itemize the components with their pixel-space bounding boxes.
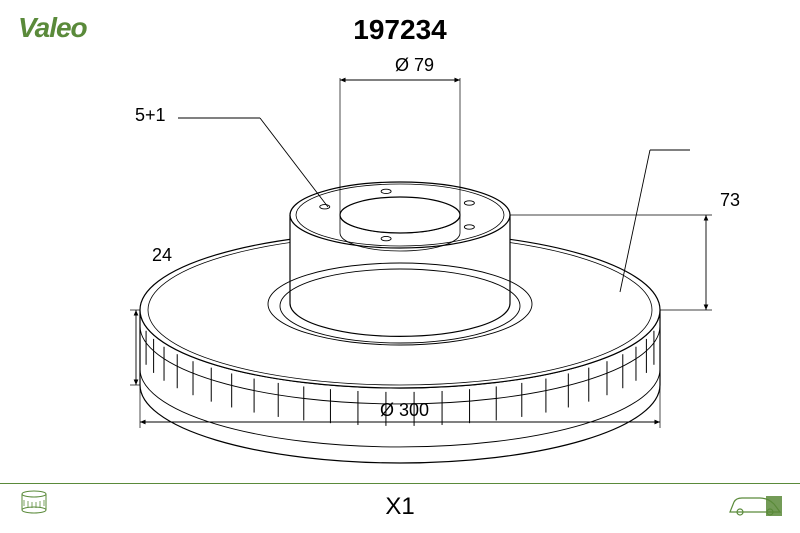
outer-diameter-label: Ø 300 <box>380 400 429 421</box>
bore-diameter-label: Ø 79 <box>395 55 434 76</box>
bolt-pattern-label: 5+1 <box>135 105 166 126</box>
footer-bar: X1 <box>0 483 800 533</box>
quantity-label: X1 <box>385 493 414 521</box>
car-icon <box>728 494 782 523</box>
disc-side-icon <box>18 488 50 523</box>
brand-logo: Valeo <box>18 12 87 44</box>
height-label: 73 <box>720 190 740 211</box>
part-number: 197234 <box>353 14 446 46</box>
thickness-label: 24 <box>152 245 172 266</box>
